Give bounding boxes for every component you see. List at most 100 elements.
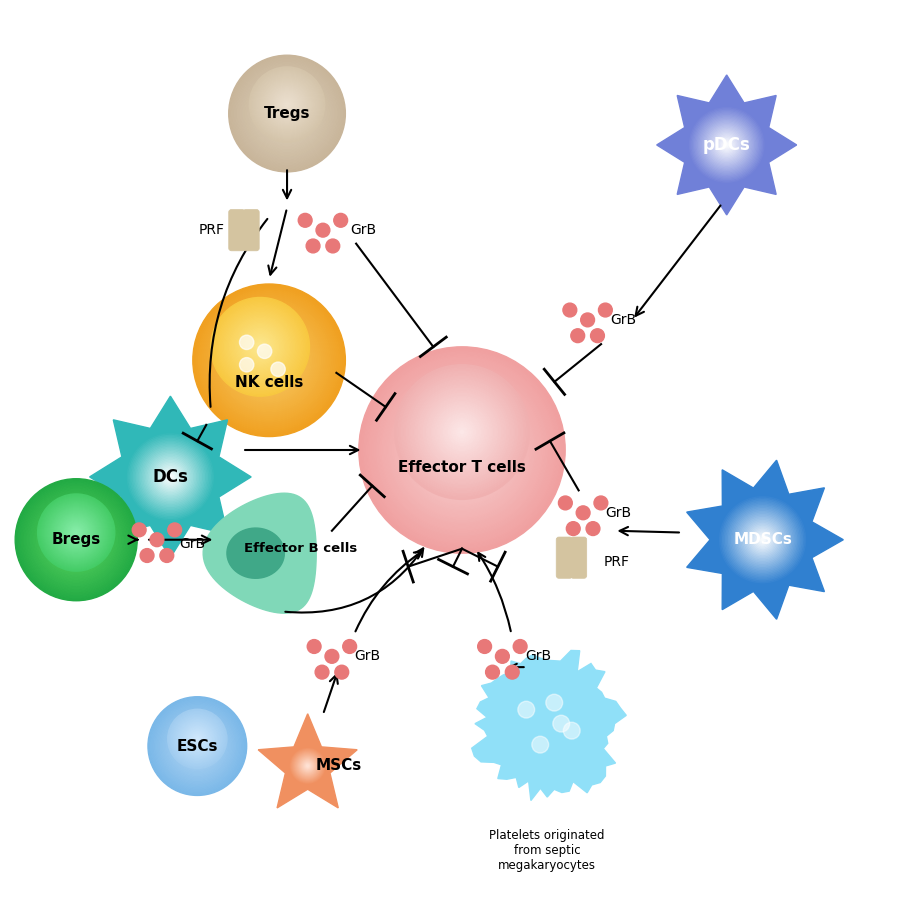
Circle shape xyxy=(169,717,225,775)
Circle shape xyxy=(212,299,309,395)
Circle shape xyxy=(52,508,101,557)
Circle shape xyxy=(377,364,547,536)
Circle shape xyxy=(439,409,485,455)
Circle shape xyxy=(56,512,96,553)
Circle shape xyxy=(754,531,772,549)
Circle shape xyxy=(371,360,553,540)
Circle shape xyxy=(747,524,779,556)
Circle shape xyxy=(196,745,199,747)
Circle shape xyxy=(41,497,112,568)
Circle shape xyxy=(739,516,786,563)
Circle shape xyxy=(761,538,764,541)
Circle shape xyxy=(239,357,254,372)
Circle shape xyxy=(486,665,499,680)
Circle shape xyxy=(44,500,108,564)
Circle shape xyxy=(222,312,317,408)
Circle shape xyxy=(215,307,322,414)
Circle shape xyxy=(261,78,313,130)
Circle shape xyxy=(400,370,524,494)
Circle shape xyxy=(152,700,243,792)
Circle shape xyxy=(727,504,798,575)
Circle shape xyxy=(42,498,111,567)
Circle shape xyxy=(410,380,514,484)
Circle shape xyxy=(586,522,600,536)
Circle shape xyxy=(271,97,303,130)
Circle shape xyxy=(155,704,239,788)
Circle shape xyxy=(64,527,89,552)
Circle shape xyxy=(168,710,226,768)
Circle shape xyxy=(278,104,296,122)
Circle shape xyxy=(169,711,225,767)
Circle shape xyxy=(456,426,468,439)
Circle shape xyxy=(297,755,319,777)
Circle shape xyxy=(268,94,306,132)
Circle shape xyxy=(19,483,133,596)
Circle shape xyxy=(254,341,266,353)
Circle shape xyxy=(433,403,491,461)
Text: Effector T cells: Effector T cells xyxy=(398,461,526,475)
Circle shape xyxy=(70,534,82,545)
Circle shape xyxy=(709,127,745,163)
Circle shape xyxy=(410,399,514,501)
Circle shape xyxy=(190,739,205,753)
Circle shape xyxy=(546,694,563,711)
Circle shape xyxy=(299,758,316,774)
Circle shape xyxy=(261,353,276,368)
Circle shape xyxy=(156,706,238,787)
Circle shape xyxy=(275,94,298,116)
Circle shape xyxy=(140,446,201,508)
Circle shape xyxy=(303,761,312,770)
Circle shape xyxy=(407,396,517,504)
Circle shape xyxy=(245,71,329,156)
Circle shape xyxy=(208,300,330,421)
Circle shape xyxy=(532,736,549,753)
Circle shape xyxy=(230,317,290,376)
Circle shape xyxy=(301,760,314,772)
Circle shape xyxy=(282,99,293,110)
Text: MSCs: MSCs xyxy=(315,759,361,773)
Circle shape xyxy=(45,501,107,563)
Circle shape xyxy=(708,126,746,164)
Circle shape xyxy=(382,370,542,530)
Circle shape xyxy=(185,726,210,752)
Circle shape xyxy=(173,715,222,763)
Circle shape xyxy=(691,109,762,181)
Polygon shape xyxy=(472,651,626,800)
Circle shape xyxy=(267,93,308,134)
Circle shape xyxy=(190,733,204,745)
Circle shape xyxy=(278,96,296,113)
Circle shape xyxy=(218,305,302,389)
Circle shape xyxy=(448,418,476,446)
Circle shape xyxy=(724,501,801,578)
Circle shape xyxy=(182,724,213,754)
Circle shape xyxy=(249,67,324,142)
Circle shape xyxy=(445,415,479,449)
Circle shape xyxy=(237,328,301,392)
Circle shape xyxy=(439,427,485,473)
Circle shape xyxy=(426,414,498,486)
Circle shape xyxy=(248,74,326,153)
Circle shape xyxy=(274,101,300,127)
Circle shape xyxy=(281,108,293,120)
Circle shape xyxy=(239,326,281,368)
Circle shape xyxy=(369,357,555,543)
Circle shape xyxy=(289,748,326,784)
Circle shape xyxy=(53,509,100,555)
Circle shape xyxy=(68,532,84,547)
Circle shape xyxy=(243,70,331,158)
Circle shape xyxy=(262,80,311,129)
Circle shape xyxy=(307,765,309,767)
Circle shape xyxy=(719,137,735,153)
Circle shape xyxy=(255,73,319,137)
Circle shape xyxy=(390,378,534,522)
Circle shape xyxy=(427,397,497,467)
Circle shape xyxy=(259,346,261,348)
Circle shape xyxy=(450,420,474,444)
Circle shape xyxy=(286,112,288,115)
Circle shape xyxy=(253,71,321,139)
Circle shape xyxy=(43,500,109,565)
Circle shape xyxy=(268,86,306,123)
Circle shape xyxy=(580,313,594,327)
Circle shape xyxy=(721,139,733,151)
Circle shape xyxy=(154,703,240,789)
